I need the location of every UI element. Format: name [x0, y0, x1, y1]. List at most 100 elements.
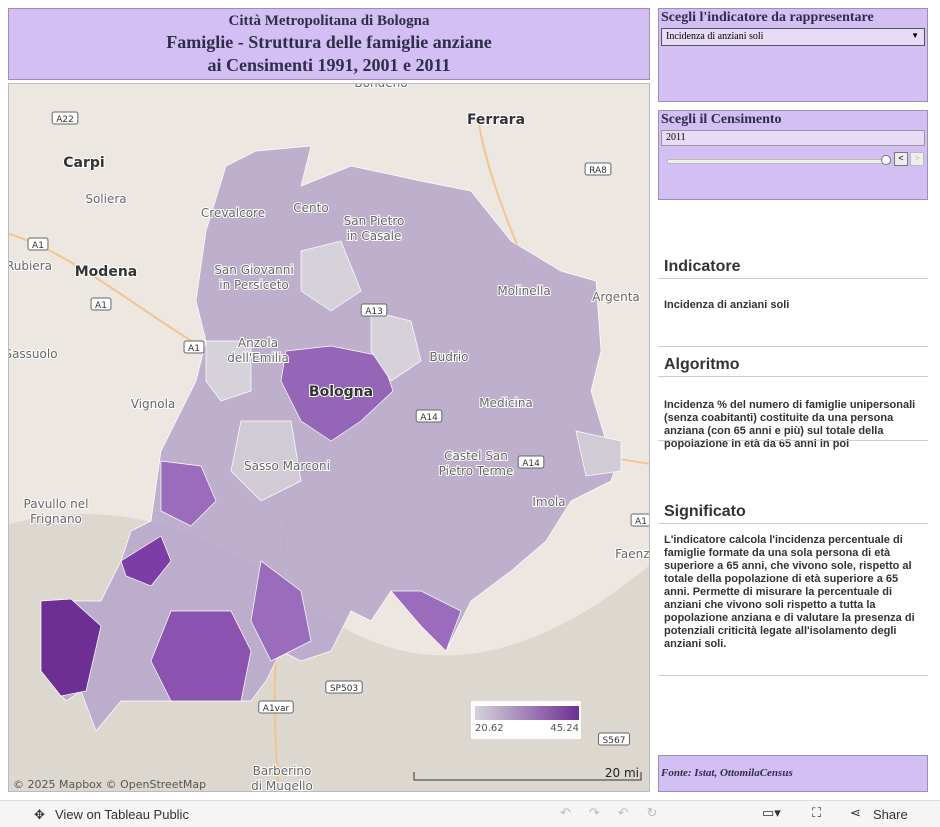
place-label: Cento — [293, 201, 328, 215]
divider — [658, 346, 928, 347]
place-label: San Pietro — [344, 214, 405, 228]
share-icon: ⋖ — [850, 805, 861, 820]
place-label: Budrio — [429, 350, 468, 364]
section-body: Incidenza % del numero di famiglie unipe… — [664, 399, 916, 450]
road-box — [27, 237, 49, 251]
place-label: in Casale — [347, 229, 402, 243]
place-label: San Giovanni — [214, 263, 293, 277]
place-label: Crevalcore — [201, 206, 265, 220]
place-label: Bondeno — [354, 83, 407, 90]
view-link[interactable]: View on Tableau Public — [55, 807, 189, 822]
selector-title: Scegli l'indicatore da rappresentare — [661, 10, 874, 25]
undo-redo[interactable]: ↶↷↶↻ — [560, 805, 676, 820]
road-label: A22 — [56, 115, 74, 125]
municipality — [300, 240, 362, 312]
slider-thumb[interactable] — [881, 155, 891, 165]
road-label: A1 — [188, 344, 200, 354]
place-label: Barberino — [253, 764, 312, 778]
road-shield: A13 — [360, 303, 388, 317]
dropdown[interactable]: Incidenza di anziani soli ▼ — [661, 28, 925, 46]
header: Città Metropolitana di Bologna Famiglie … — [8, 8, 650, 80]
place-label: Frignano — [30, 512, 82, 526]
device-icon[interactable]: ▭▾ — [762, 805, 781, 820]
dropdown-value: Incidenza di anziani soli — [666, 31, 764, 42]
section-heading: Indicatore — [658, 258, 928, 279]
municipality — [280, 345, 394, 442]
view-icon: ✥ — [34, 807, 45, 822]
place-label: Bologna — [309, 384, 373, 400]
road-shield: RA8 — [584, 162, 612, 176]
place-label: Molinella — [497, 284, 550, 298]
municipalities — [40, 145, 622, 732]
road-label: SP503 — [330, 684, 358, 694]
road-label: RA8 — [589, 166, 607, 176]
census-value: 2011 — [661, 130, 925, 146]
municipality — [575, 430, 622, 477]
place-label: Imola — [532, 495, 565, 509]
place-label: Medicina — [479, 396, 533, 410]
section-body: L'indicatore calcola l'incidenza percent… — [664, 534, 915, 650]
section-heading: Algoritmo — [658, 356, 928, 377]
road-shield: A14 — [517, 455, 545, 469]
place-label: Soliera — [85, 192, 126, 206]
next-button[interactable]: > — [910, 152, 924, 166]
slider-track[interactable] — [667, 159, 891, 164]
share-link[interactable]: Share — [873, 807, 908, 822]
section-heading: Significato — [658, 503, 928, 524]
municipality — [150, 610, 252, 702]
map[interactable]: 20.62 45.24 © 2025 Mapbox © OpenStreetMa… — [8, 83, 650, 792]
road-box — [584, 162, 612, 176]
prev-button[interactable]: < — [894, 152, 908, 166]
road-shield: A14 — [415, 409, 443, 423]
road-label: A1 — [32, 241, 44, 251]
road-box — [630, 513, 649, 527]
place-label: Argenta — [592, 290, 640, 304]
road-shield: A1 — [183, 340, 205, 354]
section-body: Incidenza di anziani soli — [664, 299, 790, 311]
place-label: di Mugello — [251, 779, 313, 792]
road-shield: A1 — [630, 513, 649, 527]
road-label: A14 — [420, 413, 438, 423]
place-label: Anzola — [238, 336, 278, 350]
legend-max: 45.24 — [550, 723, 579, 734]
road-label: A1var — [263, 704, 290, 714]
fullscreen-icon[interactable]: ⛶ — [812, 805, 822, 820]
road-box — [258, 700, 294, 714]
place-label: dell'Emilia — [227, 351, 289, 365]
place-label: Ferrara — [467, 112, 525, 128]
section: Significato L'indicatore calcola l'incide… — [658, 503, 928, 651]
place-label: Vignola — [131, 397, 176, 411]
road-box — [360, 303, 388, 317]
place-label: Castel San — [444, 449, 508, 463]
header-line: Città Metropolitana di Bologna — [228, 13, 430, 29]
road-label: A1 — [95, 301, 107, 311]
road-box — [325, 680, 363, 694]
municipality — [120, 535, 172, 587]
municipality — [250, 560, 312, 662]
selector-title: Scegli il Censimento — [661, 112, 782, 127]
section: Algoritmo Incidenza % del numero di famig… — [658, 356, 928, 451]
municipality — [160, 460, 217, 527]
road-label: A13 — [365, 307, 383, 317]
header-line: Famiglie - Struttura delle famiglie anzi… — [166, 32, 492, 52]
road-box — [90, 297, 112, 311]
road-box — [183, 340, 205, 354]
source: Fonte: Istat, OttomilaCensus — [658, 755, 928, 792]
attribution: © 2025 Mapbox © OpenStreetMap — [13, 778, 206, 791]
legend-min: 20.62 — [475, 723, 504, 734]
divider — [658, 675, 928, 676]
divider — [658, 440, 928, 441]
place-label: Rubiera — [8, 259, 52, 273]
road-label: S567 — [603, 736, 626, 746]
road-shield: SP503 — [325, 680, 363, 694]
place-label: Pavullo nel — [24, 497, 89, 511]
road-shield: S567 — [598, 732, 630, 746]
section: Indicatore Incidenza di anziani soli — [658, 258, 928, 312]
road-shield: A1 — [90, 297, 112, 311]
road-shield: A22 — [51, 111, 79, 125]
legend: 20.62 45.24 — [471, 701, 581, 739]
municipality — [370, 310, 422, 382]
road-box — [598, 732, 630, 746]
toolbar: ✥ View on Tableau Public ↶↷↶↻ ▭▾ ⛶ ⋖ Sha… — [0, 800, 940, 827]
